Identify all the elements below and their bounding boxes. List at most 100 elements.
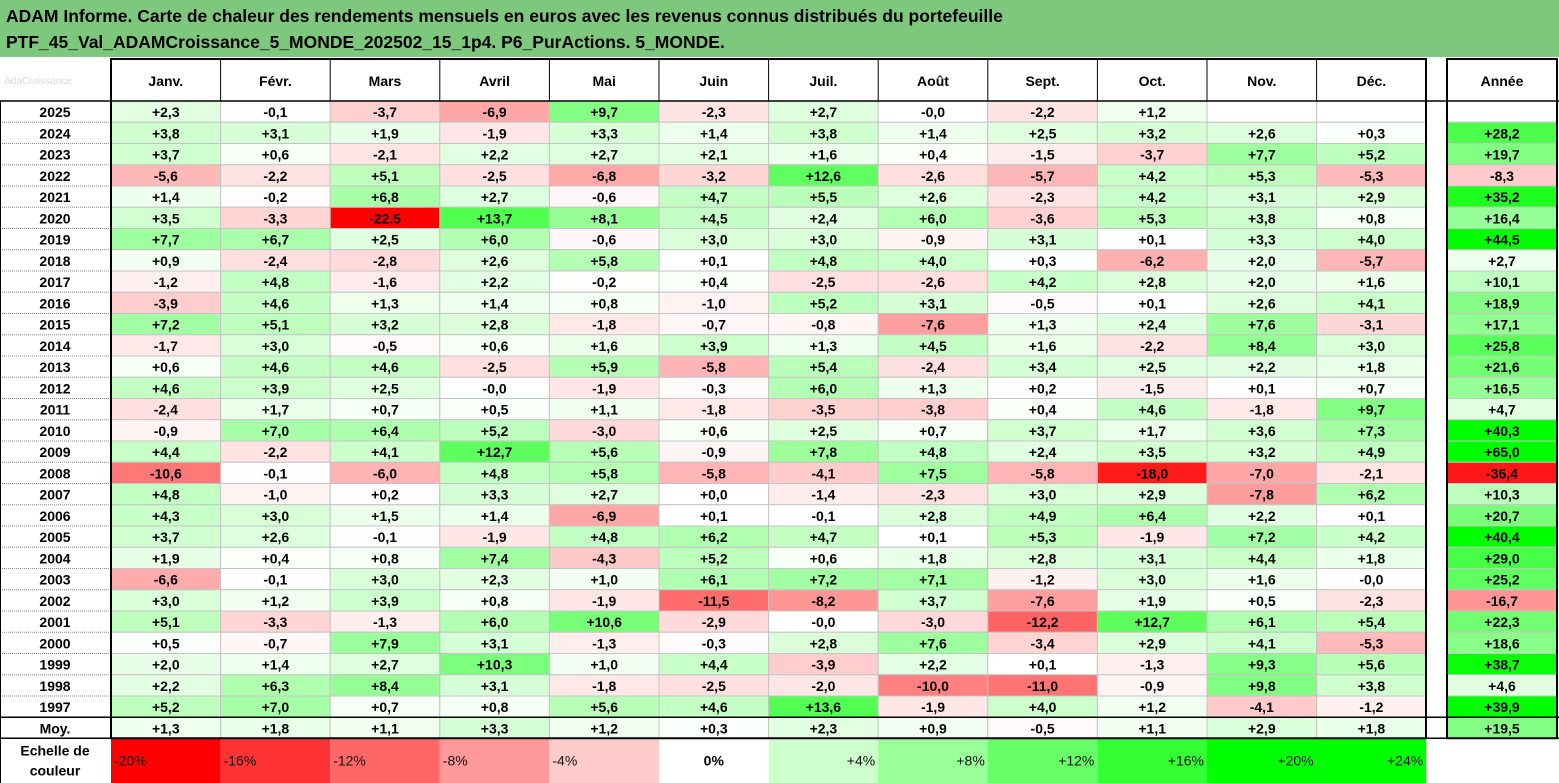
cell-value: +5,3: [1138, 210, 1166, 226]
cell-value: +1,6: [1358, 274, 1386, 290]
cell-value: +2,7: [590, 147, 618, 163]
cell-value: -0,6: [592, 189, 616, 205]
cell-value: +7,6: [1248, 317, 1276, 333]
cell-value: +4,6: [700, 699, 728, 715]
row-year-label: 2025: [39, 104, 70, 120]
average-value: +1,8: [1358, 720, 1386, 736]
year-total-value: +18,9: [1484, 295, 1520, 311]
cell-value: -5,8: [702, 465, 726, 481]
cell-value: -0,9: [702, 444, 726, 460]
row-year-label: 2022: [39, 168, 70, 184]
cell-value: +5,1: [371, 168, 399, 184]
cell-value: +3,1: [1138, 550, 1166, 566]
report-title-line-2: PTF_45_Val_ADAMCroissance_5_MONDE_202502…: [6, 32, 725, 52]
cell-value: +1,0: [590, 657, 618, 673]
cell-value: +1,6: [590, 338, 618, 354]
cell-value: +5,1: [262, 317, 290, 333]
cell-value: -7,8: [1250, 487, 1274, 503]
cell-value: +0,7: [371, 402, 399, 418]
cell-value: +13,6: [806, 699, 842, 715]
cell-value: +4,3: [152, 508, 180, 524]
cell-value: +1,9: [371, 125, 399, 141]
cell-value: +2,0: [1248, 253, 1276, 269]
row-year-label: 2008: [39, 465, 70, 481]
cell-value: +3,2: [1248, 444, 1276, 460]
cell-value: +7,2: [152, 317, 180, 333]
cell-value: +3,2: [371, 317, 399, 333]
cell-value: +1,9: [152, 550, 180, 566]
cell-value: +0,6: [152, 359, 180, 375]
cell-value: +2,5: [371, 380, 399, 396]
cell-value: +0,3: [1029, 253, 1057, 269]
cell-value: -2,2: [263, 444, 287, 460]
cell-value: +0,4: [919, 147, 947, 163]
cell-value: +4,8: [590, 529, 618, 545]
cell-value: +4,1: [371, 444, 399, 460]
cell-value: -2,5: [483, 168, 507, 184]
cell-value: +2,2: [481, 147, 509, 163]
cell-value: -3,9: [811, 657, 835, 673]
scale-swatch: [220, 738, 331, 783]
cell-value: +0,4: [700, 274, 728, 290]
cell-value: +3,3: [590, 125, 618, 141]
row-year-label: 2015: [39, 317, 70, 333]
scale-swatch: [549, 738, 659, 783]
cell-value: -1,2: [154, 274, 178, 290]
cell-value: +3,9: [700, 338, 728, 354]
cell-value: -4,1: [811, 465, 835, 481]
cell-value: +8,4: [371, 678, 399, 694]
cell-value: +0,1: [1248, 380, 1276, 396]
cell-value: -3,7: [1140, 147, 1164, 163]
cell-value: +6,8: [371, 189, 399, 205]
row-year-label: 1999: [39, 657, 70, 673]
title-banner: ADAM Informe. Carte de chaleur des rende…: [0, 0, 1559, 57]
cell-value: -0,7: [263, 635, 287, 651]
cell-value: +13,7: [477, 210, 513, 226]
cell-value: +1,4: [481, 508, 509, 524]
cell-value: +2,4: [810, 210, 838, 226]
cell-value: +0,3: [1358, 125, 1386, 141]
year-total-value: -16,7: [1486, 593, 1518, 609]
cell-value: +2,6: [1248, 295, 1276, 311]
cell-value: +6,0: [810, 380, 838, 396]
cell-value: +1,1: [590, 402, 618, 418]
cell-value: +7,8: [810, 444, 838, 460]
scale-step-label: -8%: [443, 752, 468, 768]
cell-value: +3,0: [262, 338, 290, 354]
row-year-label: 2007: [39, 487, 70, 503]
cell-value: +4,0: [1029, 699, 1057, 715]
cell-value: -2,3: [702, 104, 726, 120]
cell-value: +1,6: [1029, 338, 1057, 354]
scale-swatch: [659, 738, 769, 783]
cell-value: +6,1: [700, 572, 728, 588]
cell-value: +7,6: [919, 635, 947, 651]
cell-value: +5,4: [810, 359, 838, 375]
column-header-month: Août: [917, 73, 949, 89]
cell-value: -0,1: [263, 465, 287, 481]
cell-value: +7,5: [919, 465, 947, 481]
row-year-label: 2013: [39, 359, 70, 375]
cell-value: -6,0: [373, 465, 397, 481]
cell-value: +0,6: [262, 147, 290, 163]
cell-value: +1,5: [371, 508, 399, 524]
cell-value: +3,9: [371, 593, 399, 609]
cell-value: -1,2: [1031, 572, 1055, 588]
cell-value: +0,7: [371, 699, 399, 715]
cell-value: +0,0: [700, 487, 728, 503]
cell-value: +7,2: [1248, 529, 1276, 545]
row-year-label: 2017: [39, 274, 70, 290]
cell-value: -1,3: [373, 614, 397, 630]
cell-value: +4,6: [262, 359, 290, 375]
year-total-value: +29,0: [1484, 550, 1520, 566]
cell-value: -0,6: [592, 232, 616, 248]
scale-swatch: [768, 738, 879, 783]
cell-value: -2,3: [921, 487, 945, 503]
cell-value: +2,9: [1138, 635, 1166, 651]
cell-value: +4,2: [1138, 189, 1166, 205]
cell-value: +9,7: [590, 104, 618, 120]
cell-value: +4,0: [1358, 232, 1386, 248]
heatmap-cell: [1316, 100, 1427, 123]
cell-value: -0,9: [1140, 678, 1164, 694]
scale-step-label: +24%: [1387, 752, 1423, 768]
